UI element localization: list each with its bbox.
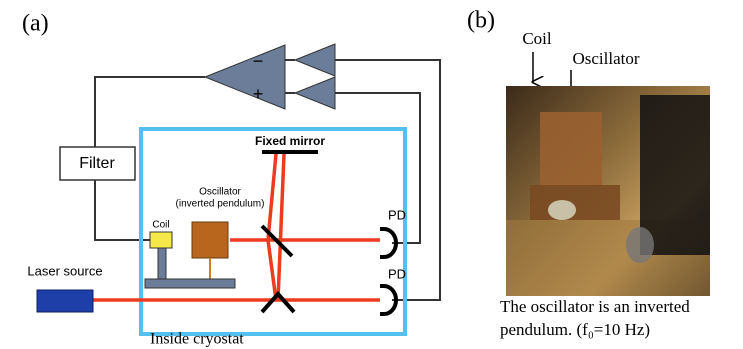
oscillator-label: Oscillator (199, 187, 241, 198)
laser (37, 290, 93, 312)
photo (506, 86, 710, 296)
stand (158, 248, 166, 279)
caption: pendulum. (f₀=10 Hz) (500, 320, 650, 339)
panel-label: (a) (22, 11, 49, 37)
panel-b: (b) Coil Oscillator The oscillator is an… (467, 8, 710, 339)
coil-label: Coil (152, 220, 169, 231)
filter-label: Filter (79, 155, 115, 172)
mirror-label: Fixed mirror (255, 134, 325, 148)
pd-label: PD (388, 207, 406, 222)
coil (150, 232, 172, 248)
pd-label: PD (388, 266, 406, 281)
panel-a: (a) − + Filter Inside cryostat Fixed mir… (22, 11, 440, 348)
oscillator-label: Oscillator (572, 49, 639, 68)
coil-label: Coil (522, 29, 552, 48)
oscillator-note: (inverted pendulum) (176, 199, 265, 210)
mirror (262, 294, 294, 312)
oscillator (192, 222, 228, 258)
cryostat-label: Inside cryostat (150, 331, 244, 348)
beams (93, 154, 380, 300)
amp (295, 77, 335, 109)
minus: − (253, 51, 264, 71)
laser-label: Laser source (27, 263, 102, 278)
cryostat-box (141, 129, 405, 334)
figure: (a) − + Filter Inside cryostat Fixed mir… (0, 0, 743, 349)
diff-amp (205, 45, 285, 109)
plus: + (253, 84, 264, 104)
panel-label: (b) (467, 8, 495, 34)
amp (295, 44, 335, 76)
base (145, 279, 235, 288)
caption: The oscillator is an inverted (500, 297, 690, 316)
